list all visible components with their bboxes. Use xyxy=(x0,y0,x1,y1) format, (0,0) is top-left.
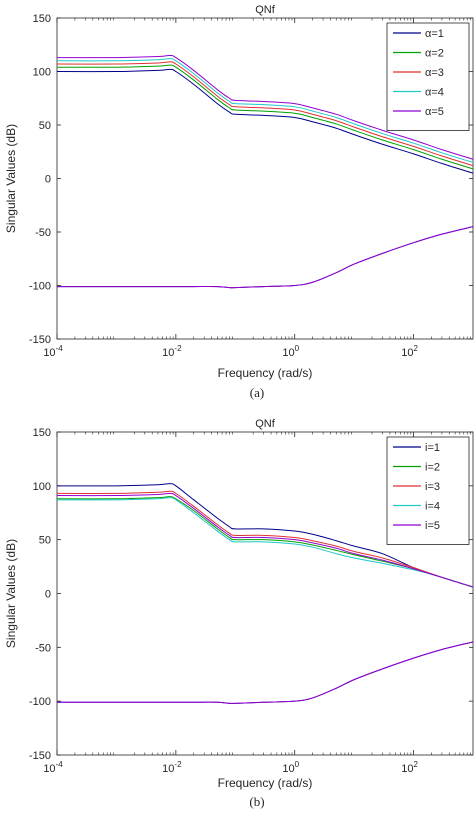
series-lines xyxy=(57,483,473,704)
legend-label: i=5 xyxy=(425,520,440,532)
y-tick-label: -50 xyxy=(35,642,51,654)
legend: α=1 α=2 α=3 α=4 α=5 xyxy=(386,22,470,131)
y-tick-label: 50 xyxy=(39,120,51,132)
y-axis-label: Singular Values (dB) xyxy=(4,539,18,648)
x-tick-label: 10-2 xyxy=(162,344,182,359)
legend-label: α=4 xyxy=(425,87,444,99)
legend: i=1 i=2 i=3 i=4 i=5 xyxy=(386,436,470,545)
chart-title: QNf xyxy=(255,418,276,430)
y-tick-label: 100 xyxy=(33,67,51,79)
lower-series-line-2 xyxy=(57,641,473,704)
series-line-3 xyxy=(57,490,473,588)
lower-series-line-1 xyxy=(57,641,473,704)
figure-caption: (a) xyxy=(250,385,264,400)
y-tick-label: 0 xyxy=(45,174,51,186)
chart-title: QNf xyxy=(255,4,276,16)
legend-label: α=3 xyxy=(425,67,444,79)
legend-label: i=3 xyxy=(425,481,440,493)
series-lines xyxy=(57,54,473,289)
y-tick-label: -100 xyxy=(29,696,51,708)
y-tick-label: -100 xyxy=(29,281,51,293)
series-line-1 xyxy=(57,68,473,174)
y-tick-label: -150 xyxy=(29,334,51,346)
series-line-2 xyxy=(57,496,473,588)
series-line-3 xyxy=(57,61,473,167)
legend-label: i=4 xyxy=(425,501,440,513)
y-tick-label: 50 xyxy=(39,535,51,547)
legend-label: α=2 xyxy=(425,48,444,60)
y-tick-label: -150 xyxy=(29,750,51,762)
x-tick-label: 100 xyxy=(282,760,299,775)
x-axis-label: Frequency (rad/s) xyxy=(218,366,313,380)
y-tick-label: 0 xyxy=(45,589,51,601)
series-line-5 xyxy=(57,54,473,160)
x-tick-label: 10-2 xyxy=(162,760,182,775)
x-tick-label: 102 xyxy=(401,760,418,775)
legend-label: i=2 xyxy=(425,462,440,474)
y-tick-label: -50 xyxy=(35,227,51,239)
series-line-4 xyxy=(57,58,473,163)
figure-caption: (b) xyxy=(249,794,264,809)
legend-label: α=1 xyxy=(425,28,444,40)
y-tick-label: 150 xyxy=(33,427,51,439)
lower-series-line-2 xyxy=(57,226,473,289)
x-axis-label: Frequency (rad/s) xyxy=(218,776,313,790)
series-line-4 xyxy=(57,497,473,588)
x-tick-label: 102 xyxy=(401,344,418,359)
series-line-5 xyxy=(57,492,473,588)
y-axis-label: Singular Values (dB) xyxy=(4,124,18,233)
y-tick-label: 150 xyxy=(33,13,51,25)
x-tick-label: 10-4 xyxy=(43,760,63,775)
y-tick-label: 100 xyxy=(33,481,51,493)
x-tick-label: 100 xyxy=(282,344,299,359)
legend-box xyxy=(386,436,470,545)
series-line-1 xyxy=(57,483,473,588)
series-line-2 xyxy=(57,64,473,170)
legend-label: α=5 xyxy=(425,106,444,118)
x-tick-label: 10-4 xyxy=(43,344,63,359)
legend-box xyxy=(386,22,470,131)
legend-label: i=1 xyxy=(425,442,440,454)
lower-series-line-1 xyxy=(57,226,473,289)
